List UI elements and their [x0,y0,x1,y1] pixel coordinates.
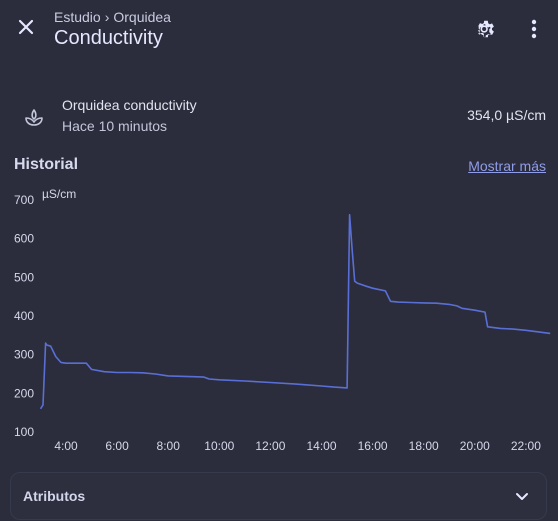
history-chart[interactable]: µS/cm 700 600 500 400 300 200 100 4:00 6:00 8:00 10… [0,180,558,460]
y-axis-unit: µS/cm [42,187,76,201]
show-more-link[interactable]: Mostrar más [468,158,546,174]
series-line[interactable] [39,213,551,410]
x-tick-label: 16:00 [358,439,388,453]
more-options-button[interactable] [520,15,548,43]
settings-button[interactable] [472,15,500,43]
gear-icon [478,20,494,38]
x-tick-label: 10:00 [204,439,234,453]
chevron-down-icon [510,485,534,509]
attributes-expander[interactable]: Atributos [10,472,547,520]
entity-state-row: Orquidea conductivity Hace 10 minutos 35… [0,92,558,142]
attributes-label: Atributos [23,488,86,504]
x-tick-label: 12:00 [255,439,285,453]
dialog-header: Estudio › Orquidea Conductivity [0,0,558,60]
y-tick-label: 500 [14,270,34,284]
sprout-icon [22,105,46,129]
entity-value: 354,0 µS/cm [467,107,546,123]
last-changed: Hace 10 minutos [62,118,168,134]
x-tick-label: 8:00 [157,439,181,453]
y-tick-label: 600 [14,232,34,246]
y-tick-label: 700 [14,193,34,207]
y-tick-label: 400 [14,309,34,323]
dots-vertical-icon [531,19,537,39]
x-tick-label: 6:00 [105,439,129,453]
y-tick-label: 100 [14,425,34,439]
x-tick-label: 18:00 [409,439,439,453]
page-title: Conductivity [54,27,163,49]
y-tick-label: 300 [14,348,34,362]
entity-name: Orquidea conductivity [62,97,197,113]
close-button[interactable] [12,13,40,41]
x-tick-label: 14:00 [306,439,336,453]
x-tick-label: 22:00 [511,439,541,453]
breadcrumb-device: Orquidea [113,9,171,25]
close-icon [18,19,34,35]
x-tick-label: 4:00 [54,439,78,453]
history-title: Historial [14,156,79,173]
breadcrumb: Estudio › Orquidea [54,9,171,25]
breadcrumb-separator: › [104,9,110,25]
breadcrumb-area: Estudio [54,9,101,25]
x-tick-label: 20:00 [460,439,490,453]
y-tick-label: 200 [14,386,34,400]
